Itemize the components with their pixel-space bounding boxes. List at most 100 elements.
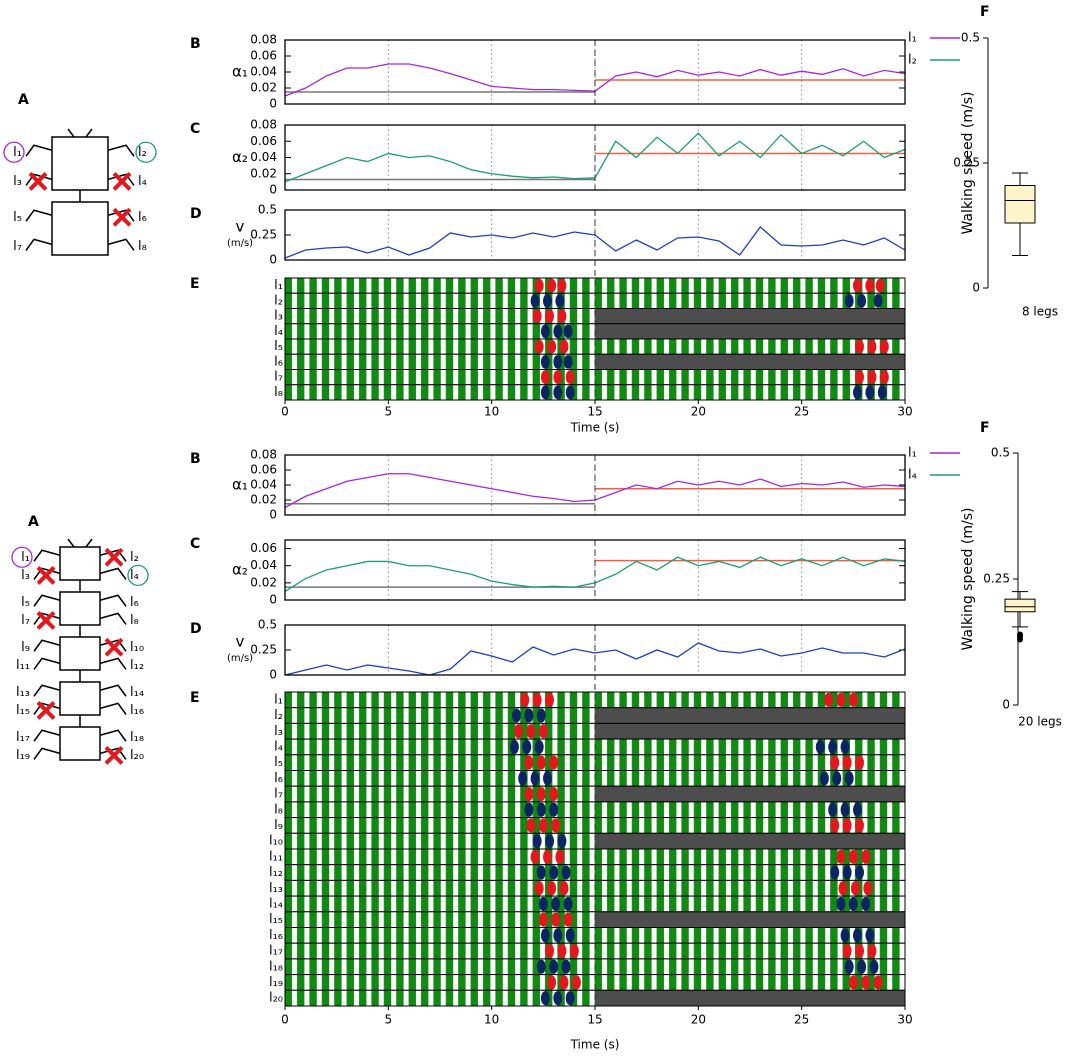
box xyxy=(1004,185,1036,224)
legend-label: l₂ xyxy=(908,53,917,68)
leg xyxy=(99,657,127,670)
body-segment xyxy=(51,136,109,191)
panel-label: C xyxy=(190,121,200,137)
leg-label: l₁ xyxy=(274,278,283,293)
phase-mark xyxy=(553,991,563,1006)
phase-mark xyxy=(542,849,552,864)
panel-label: E xyxy=(190,690,200,706)
phase-mark xyxy=(530,771,540,786)
phase-mark xyxy=(824,692,834,707)
phase-mark xyxy=(848,849,858,864)
leg-label: l₁₇ xyxy=(269,944,283,959)
phase-mark xyxy=(869,959,879,974)
body-segment xyxy=(59,681,101,716)
y-axis-label: α₂ xyxy=(232,148,248,166)
phase-mark xyxy=(830,755,840,770)
leg xyxy=(33,729,61,742)
phase-mark xyxy=(547,339,557,354)
gait-stride xyxy=(285,754,905,771)
phase-mark xyxy=(532,834,542,849)
amputated-bar xyxy=(595,308,905,324)
phase-mark xyxy=(553,928,563,943)
line-series xyxy=(284,642,906,676)
x-tick-label: 5 xyxy=(385,1013,393,1027)
phase-mark xyxy=(509,739,519,755)
leg-label: l₆ xyxy=(138,210,147,225)
leg-label: l₄ xyxy=(274,324,283,339)
phase-mark xyxy=(879,370,889,384)
phase-mark xyxy=(524,755,534,770)
leg-highlight xyxy=(135,141,157,163)
leg-label: l₁₇ xyxy=(16,730,30,745)
phase-mark xyxy=(538,896,548,912)
plot-frame xyxy=(284,39,906,105)
leg-label: l₁₀ xyxy=(269,834,283,849)
y-tick-label: 0 xyxy=(269,593,277,607)
leg xyxy=(99,549,127,562)
phase-mark xyxy=(530,849,540,864)
phase-mark xyxy=(850,881,860,896)
leg xyxy=(99,684,127,697)
phase-mark xyxy=(540,385,550,400)
panel-label: B xyxy=(190,451,201,467)
phase-mark xyxy=(553,355,563,369)
phase-mark xyxy=(879,339,889,354)
phase-mark xyxy=(553,324,563,339)
phase-mark xyxy=(852,278,862,293)
leg-label: l₂ xyxy=(274,708,283,723)
amputated-bar xyxy=(595,990,905,1006)
phase-mark xyxy=(526,818,536,833)
leg-label: l₂₀ xyxy=(130,748,144,763)
leg-label: l₁₅ xyxy=(269,912,283,927)
leg-label: l₁₃ xyxy=(16,685,30,700)
phase-mark xyxy=(855,818,865,833)
phase-mark xyxy=(867,943,877,959)
phase-mark xyxy=(545,692,555,707)
phase-mark xyxy=(559,975,569,990)
phase-mark xyxy=(545,943,555,959)
phase-mark xyxy=(536,802,546,817)
y-tick-label: 0.02 xyxy=(250,166,277,180)
leg xyxy=(107,144,135,157)
phase-mark xyxy=(848,692,858,707)
phase-mark xyxy=(524,786,534,802)
leg-label: l₁₉ xyxy=(269,975,283,990)
phase-mark xyxy=(530,294,540,308)
leg xyxy=(33,567,61,580)
x-tick-label: 0 xyxy=(281,1013,289,1027)
phase-mark xyxy=(857,959,867,974)
panel-label: C xyxy=(190,536,200,552)
panel-label: D xyxy=(190,621,202,637)
leg-label: l₄ xyxy=(274,739,283,754)
phase-mark xyxy=(536,755,546,770)
phase-mark xyxy=(571,975,581,990)
phase-mark xyxy=(832,771,842,786)
leg xyxy=(33,594,61,607)
y-tick-label: 0.25 xyxy=(250,228,277,242)
leg xyxy=(25,173,53,186)
x-tick-label: 0 xyxy=(281,405,289,419)
phase-mark xyxy=(855,339,865,354)
leg-label: l₁₀ xyxy=(130,640,144,655)
x-tick-label: 10 xyxy=(484,405,499,419)
y-tick-label: 0 xyxy=(269,183,277,197)
phase-mark xyxy=(852,802,862,817)
leg-label: l₅ xyxy=(13,210,22,225)
phase-mark xyxy=(538,724,548,739)
leg-label: l₂ xyxy=(130,550,139,565)
x-tick-label: 20 legs xyxy=(1018,715,1062,729)
flier xyxy=(1017,636,1023,643)
phase-mark xyxy=(551,912,561,927)
y-tick-label: 0.25 xyxy=(250,643,277,657)
phase-mark xyxy=(565,370,575,384)
phase-mark xyxy=(842,818,852,833)
gait-stride xyxy=(285,864,905,881)
amputation-cross xyxy=(104,637,124,657)
amputated-bar xyxy=(595,354,905,370)
phase-mark xyxy=(555,294,565,308)
phase-mark xyxy=(873,975,883,990)
leg-label: l₁₁ xyxy=(16,658,30,673)
y-tick-label: 0 xyxy=(269,668,277,682)
amputation-cross xyxy=(36,565,56,585)
